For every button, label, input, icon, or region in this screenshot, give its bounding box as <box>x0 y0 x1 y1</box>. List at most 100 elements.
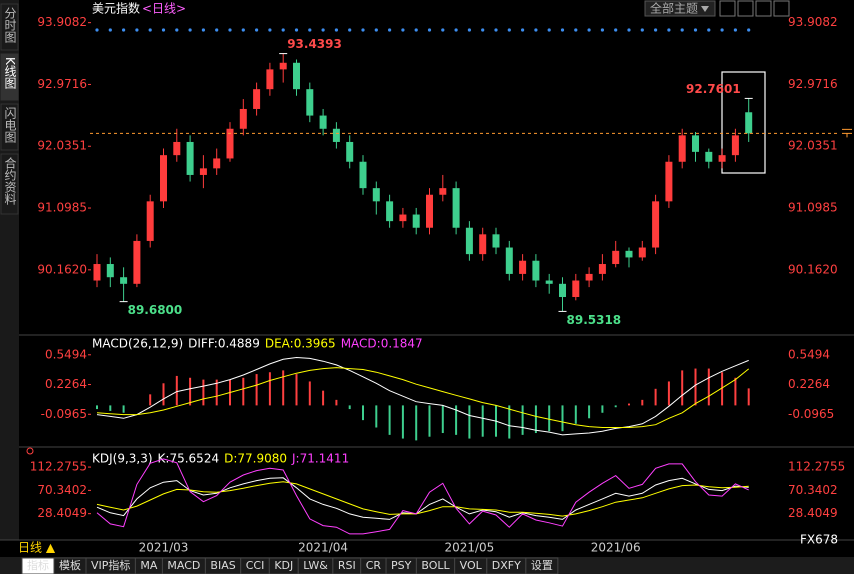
bottom-tab-label[interactable]: PSY <box>391 559 412 572</box>
y-tick-label: 0.2264 <box>45 377 87 391</box>
side-tab-label[interactable]: 合约资料 <box>3 156 17 205</box>
x-tick-label: 2021/06 <box>591 541 641 555</box>
side-tab[interactable] <box>0 3 19 51</box>
candle-body <box>598 264 606 274</box>
candle-body <box>465 227 473 255</box>
bottom-tab-label[interactable]: VOL <box>460 559 483 572</box>
y-tick-label: 0.5494 <box>45 347 87 361</box>
x-tick-label: 2021/05 <box>444 541 494 555</box>
indicator-line <box>96 356 749 436</box>
bottom-tab-label[interactable]: BIAS <box>210 559 235 572</box>
bottom-tab-label[interactable]: CCI <box>246 559 265 572</box>
y-tick-label: 92.9716 <box>788 77 838 91</box>
bottom-tab-label[interactable]: MACD <box>167 559 200 572</box>
y-tick-label: 0.5494 <box>788 347 830 361</box>
bottom-tab-label[interactable]: BOLL <box>421 559 450 572</box>
bottom-tab-label[interactable]: 模板 <box>59 558 81 572</box>
event-dot <box>188 28 192 32</box>
side-tab[interactable] <box>0 153 19 215</box>
candle-body <box>426 194 433 228</box>
bottom-tab-label[interactable]: KDJ <box>274 559 293 572</box>
event-dot <box>733 28 738 32</box>
event-dot <box>427 28 432 32</box>
event-dot <box>148 28 152 32</box>
indicator-line <box>96 458 749 535</box>
event-dot <box>587 28 591 32</box>
y-tick-label: 0.2264 <box>788 377 830 391</box>
side-tab-label[interactable]: K线图 <box>3 57 17 89</box>
event-dot <box>600 28 605 32</box>
event-dot <box>521 28 525 32</box>
event-dot <box>720 28 724 32</box>
candle-body <box>745 112 753 134</box>
side-tab-label[interactable]: 闪电图 <box>3 107 17 143</box>
bottom-tab-label[interactable]: CR <box>366 559 382 572</box>
event-dot <box>201 28 205 32</box>
tool-button[interactable] <box>773 0 790 17</box>
theme-dropdown[interactable] <box>644 0 716 17</box>
candle-body <box>532 260 540 281</box>
candle-body <box>572 280 580 298</box>
event-dot <box>348 28 352 32</box>
legend-entry: DEA:0.3965 <box>265 337 336 351</box>
candle-body <box>638 247 646 258</box>
y-tick-label: -0.0965 <box>41 407 87 421</box>
bottom-tab-label[interactable]: RSI <box>338 559 356 572</box>
tool-button[interactable] <box>755 0 772 17</box>
side-tab-label[interactable]: 分时图 <box>3 7 17 43</box>
theme-dropdown-label[interactable]: 全部主题 <box>650 1 698 16</box>
event-dot <box>534 28 538 32</box>
event-dot <box>747 28 751 32</box>
bottom-tab-label[interactable]: 指标 <box>27 558 49 572</box>
candle-body <box>718 155 726 162</box>
y-tick-label: 93.9082 <box>788 15 838 29</box>
indicator-line <box>96 481 749 517</box>
candle-body <box>386 201 394 222</box>
x-tick-label: 2021/03 <box>139 541 189 555</box>
event-dot <box>441 28 445 32</box>
candle-body <box>412 214 420 228</box>
bottom-tab-label[interactable]: MA <box>140 559 157 572</box>
tool-button[interactable] <box>737 0 754 17</box>
legend-entry: DIFF:0.4889 <box>188 337 260 351</box>
event-dot <box>95 28 99 32</box>
bottom-tab-label[interactable]: 设置 <box>531 559 553 572</box>
bottom-tab[interactable] <box>525 557 559 574</box>
event-dot <box>361 28 365 32</box>
candle-body <box>239 108 247 129</box>
event-dot <box>494 28 498 32</box>
legend-entry: KDJ(9,3,3) <box>92 452 153 466</box>
event-dot <box>467 28 471 32</box>
candle-body <box>545 280 553 284</box>
event-dot <box>414 28 418 32</box>
dropdown-arrow <box>701 6 709 12</box>
y-tick-label: 91.0985 <box>37 201 87 215</box>
candle-body <box>160 155 167 202</box>
candle-body <box>293 62 300 90</box>
candle-body <box>399 214 407 222</box>
side-tab[interactable] <box>0 103 19 151</box>
bottom-tab-label[interactable]: VIP指标 <box>91 558 130 572</box>
event-dot <box>241 28 245 32</box>
candle-body <box>93 264 101 281</box>
event-dot <box>281 28 285 32</box>
bottom-tab-label[interactable]: LW& <box>303 559 328 572</box>
event-dot <box>507 28 511 32</box>
candle-body <box>226 128 234 159</box>
candle-body <box>133 240 141 284</box>
bottom-tab-label[interactable]: DXFY <box>492 559 521 572</box>
period-selector[interactable]: 日线 ▲ <box>18 541 56 555</box>
candle-body <box>625 250 633 258</box>
candle-body <box>120 277 128 284</box>
tool-button[interactable] <box>719 0 736 17</box>
indicator-line <box>96 477 749 520</box>
event-dot <box>374 28 378 32</box>
candle-body <box>359 161 367 189</box>
y-tick-label: 70.3402 <box>37 483 87 497</box>
candle-body <box>678 135 686 162</box>
candle-body <box>705 151 713 162</box>
candle-body <box>319 115 327 129</box>
y-tick-label: 70.3402 <box>788 483 838 497</box>
side-tab[interactable] <box>0 53 19 101</box>
